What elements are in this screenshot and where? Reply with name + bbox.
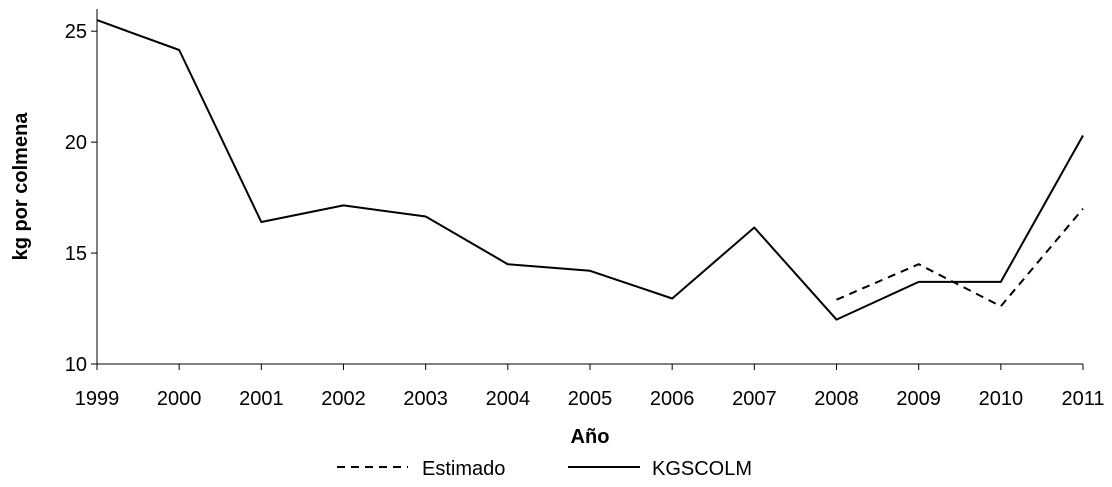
x-tick-label: 2004 <box>486 388 531 410</box>
x-tick-label: 1999 <box>75 388 120 410</box>
x-axis-title: Año <box>571 426 610 448</box>
x-tick-label: 2008 <box>814 388 859 410</box>
x-tick-label: 2002 <box>321 388 366 410</box>
x-tick-label: 2001 <box>239 388 284 410</box>
y-tick-label: 20 <box>65 132 87 154</box>
legend: Estimado KGSCOLM <box>337 458 752 480</box>
y-ticks: 10 15 20 25 <box>65 21 97 376</box>
series-line-estimado <box>836 208 1084 308</box>
x-tick-label: 2000 <box>157 388 202 410</box>
y-tick-label: 10 <box>65 354 87 376</box>
x-ticks: 1999 2000 2001 2002 2003 2004 2005 2006 2007 2008… <box>75 364 1105 410</box>
x-tick-label: 2010 <box>979 388 1024 410</box>
x-tick-label: 2006 <box>650 388 695 410</box>
x-tick-label: 2007 <box>732 388 777 410</box>
plot-lines <box>96 19 1084 321</box>
legend-label-estimado: Estimado <box>422 458 505 480</box>
y-tick-label: 25 <box>65 21 87 43</box>
y-tick-label: 15 <box>65 243 87 265</box>
x-tick-label: 2011 <box>1061 388 1104 410</box>
y-axis-title: kg por colmena <box>10 112 32 261</box>
x-tick-label: 2009 <box>896 388 941 410</box>
series-line-kgscolm <box>96 19 1084 321</box>
x-tick-label: 2003 <box>403 388 448 410</box>
x-tick-label: 2005 <box>568 388 613 410</box>
legend-label-kgscolm: KGSCOLM <box>652 458 752 480</box>
